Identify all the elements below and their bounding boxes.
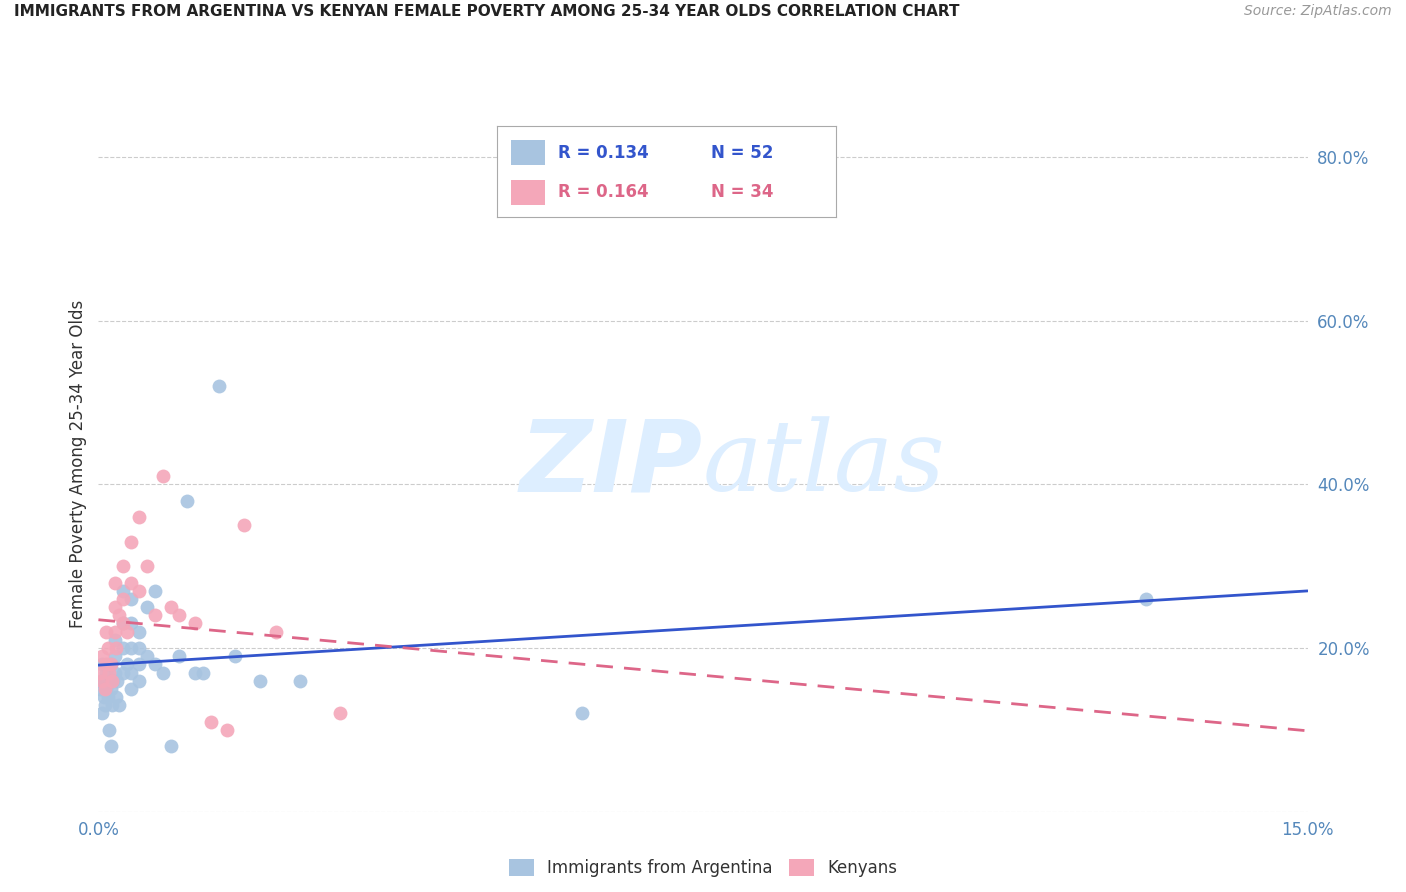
Point — [128, 657, 150, 672]
Point — [152, 469, 174, 483]
Point — [120, 665, 142, 680]
Point — [176, 493, 198, 508]
Point — [91, 649, 114, 664]
Point — [96, 681, 118, 696]
Point — [115, 624, 138, 639]
Point — [94, 698, 117, 713]
Point — [128, 624, 150, 639]
Point — [97, 640, 120, 655]
Point — [167, 608, 190, 623]
Point — [111, 583, 134, 598]
Point — [184, 665, 207, 680]
Point — [96, 624, 118, 639]
Point — [135, 559, 157, 574]
Point — [143, 608, 166, 623]
Point — [224, 649, 246, 664]
Text: Source: ZipAtlas.com: Source: ZipAtlas.com — [1244, 4, 1392, 19]
Legend: Immigrants from Argentina, Kenyans: Immigrants from Argentina, Kenyans — [502, 852, 904, 883]
Point — [90, 673, 112, 688]
Point — [143, 657, 166, 672]
Point — [264, 624, 287, 639]
Text: ZIP: ZIP — [520, 416, 703, 512]
Point — [288, 673, 311, 688]
Text: IMMIGRANTS FROM ARGENTINA VS KENYAN FEMALE POVERTY AMONG 25-34 YEAR OLDS CORRELA: IMMIGRANTS FROM ARGENTINA VS KENYAN FEMA… — [14, 4, 959, 20]
Point — [101, 673, 124, 688]
Point — [120, 616, 142, 631]
Point — [96, 657, 118, 672]
Point — [208, 379, 231, 393]
Point — [100, 739, 122, 754]
Point — [105, 690, 128, 705]
Point — [184, 616, 207, 631]
Point — [249, 673, 271, 688]
Point — [101, 673, 124, 688]
Point — [120, 591, 142, 606]
Text: atlas: atlas — [703, 417, 946, 511]
Point — [120, 681, 142, 696]
Point — [135, 649, 157, 664]
Point — [91, 657, 114, 672]
Point — [105, 673, 128, 688]
Point — [571, 706, 593, 721]
Point — [120, 575, 142, 590]
Point — [100, 657, 122, 672]
Point — [100, 657, 122, 672]
Point — [100, 681, 122, 696]
Point — [103, 575, 125, 590]
Point — [160, 600, 183, 615]
Point — [97, 690, 120, 705]
Point — [200, 714, 222, 729]
Point — [97, 665, 120, 680]
Point — [160, 739, 183, 754]
Point — [111, 616, 134, 631]
Point — [107, 698, 129, 713]
Point — [89, 681, 111, 696]
Point — [96, 665, 118, 680]
Point — [111, 559, 134, 574]
Point — [329, 706, 352, 721]
Y-axis label: Female Poverty Among 25-34 Year Olds: Female Poverty Among 25-34 Year Olds — [69, 300, 87, 628]
Point — [120, 534, 142, 549]
Point — [101, 698, 124, 713]
Point — [128, 583, 150, 598]
Point — [105, 640, 128, 655]
Point — [167, 649, 190, 664]
Point — [1135, 591, 1157, 606]
Point — [135, 600, 157, 615]
Point — [97, 723, 120, 737]
Point — [128, 640, 150, 655]
Point — [128, 510, 150, 524]
Point — [111, 665, 134, 680]
Point — [111, 640, 134, 655]
Point — [103, 665, 125, 680]
Point — [103, 624, 125, 639]
Point — [111, 591, 134, 606]
Point — [94, 673, 117, 688]
Point — [94, 681, 117, 696]
Point — [103, 649, 125, 664]
Point — [217, 723, 239, 737]
Point — [93, 690, 115, 705]
Point — [103, 632, 125, 647]
Point — [120, 640, 142, 655]
Point — [91, 706, 114, 721]
Point — [128, 673, 150, 688]
Point — [90, 673, 112, 688]
Point — [107, 608, 129, 623]
Point — [115, 657, 138, 672]
Point — [232, 518, 254, 533]
Point — [143, 583, 166, 598]
Point — [111, 616, 134, 631]
Point — [193, 665, 215, 680]
Point — [89, 665, 111, 680]
Point — [103, 600, 125, 615]
Point — [152, 665, 174, 680]
